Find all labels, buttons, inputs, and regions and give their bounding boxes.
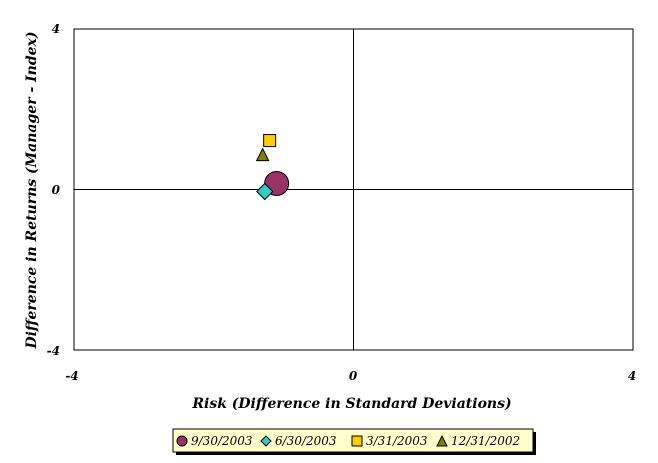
- x-tick-label-left: -4: [65, 369, 78, 383]
- x-tick-label-middle: 0: [349, 369, 358, 383]
- legend-marker-diamond: [260, 435, 272, 447]
- data-points: [255, 134, 290, 201]
- legend-label: 12/31/2002: [451, 434, 520, 448]
- data-point-triangle: [255, 147, 270, 162]
- y-tick-label-bottom: -4: [47, 344, 60, 358]
- legend-marker-square: [351, 435, 363, 447]
- y-axis-title: Difference in Returns (Manager - Index): [24, 31, 40, 349]
- legend-marker-circle: [176, 435, 188, 447]
- x-tick-label-right: 4: [628, 369, 636, 383]
- y-tick-label-middle: 0: [52, 183, 61, 197]
- x-axis-title: Risk (Difference in Standard Deviations): [191, 396, 511, 412]
- legend-label: 3/31/2003: [366, 434, 428, 448]
- data-point-diamond: [256, 182, 274, 201]
- legend-marker-triangle: [436, 434, 448, 447]
- data-point-square: [263, 134, 277, 148]
- legend-label: 9/30/2003: [191, 434, 253, 448]
- y-tick-label-top: 4: [52, 22, 60, 36]
- legend: 9/30/2003 6/30/2003 3/31/2003 12/31/2002: [176, 434, 520, 448]
- legend-label: 6/30/2003: [275, 434, 337, 448]
